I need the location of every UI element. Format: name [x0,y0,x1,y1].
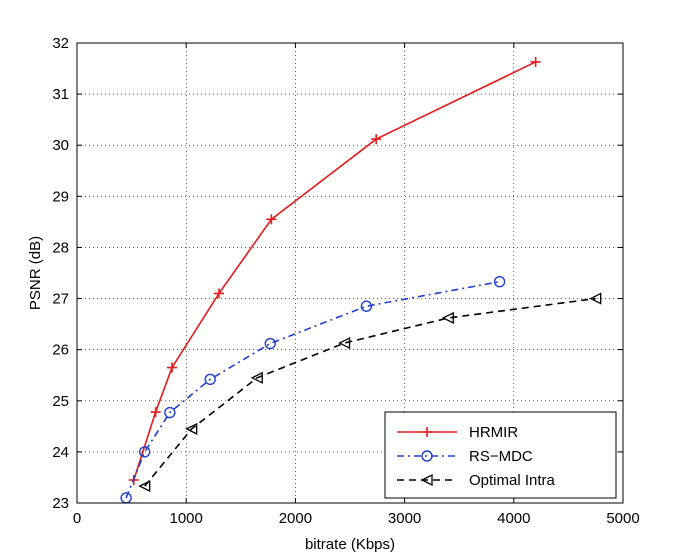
data-point [164,406,176,419]
series-layer [120,56,602,504]
data-point [441,311,454,325]
legend-entry: Optimal Intra [397,472,556,489]
data-point [204,373,216,386]
x-tick-label: 5000 [606,510,639,527]
x-tick-label: 0 [73,510,81,527]
data-point [266,214,277,225]
data-point [338,336,351,350]
legend-marker [420,473,433,487]
data-point [139,446,151,458]
y-tick-label: 27 [52,291,69,308]
data-point [167,362,178,373]
y-tick-label: 28 [52,239,69,256]
data-point [150,407,161,418]
series-line [125,280,500,499]
y-tick-label: 23 [52,495,69,512]
grid-lines [77,43,623,503]
data-point [213,288,224,299]
legend: HRMIR RS−MDC Optimal Intra [384,411,617,499]
x-axis-label: bitrate (Kbps) [305,536,395,553]
x-tick-label: 3000 [388,510,421,527]
legend-entry: HRMIR [397,424,518,441]
data-point [250,371,263,384]
series-0 [128,56,541,485]
legend-entry: RS−MDC [397,448,533,465]
data-point [589,292,602,305]
y-tick-label: 25 [52,393,69,410]
y-tick-label: 24 [52,444,69,461]
data-point [185,422,198,435]
plot-frame [76,42,624,504]
legend-marker [422,427,432,437]
data-point [360,300,373,312]
legend-label: Optimal Intra [469,472,556,489]
legend-label: HRMIR [469,424,518,441]
series-line [144,297,596,487]
y-axis-label: PSNR (dB) [27,236,44,310]
y-tick-label: 26 [52,342,69,359]
axis-ticks: 0 1000 2000 3000 4000 5000 23 24 25 26 27 28 29 30 31 3… [52,35,639,527]
x-tick-label: 1000 [170,510,203,527]
data-point [530,56,541,67]
x-tick-label: 4000 [497,510,530,527]
legend-label: RS−MDC [469,448,533,465]
series-1 [120,275,506,504]
data-point [264,337,276,350]
legend-box [384,411,617,499]
y-tick-label: 32 [52,35,69,52]
legend-marker [421,450,433,462]
data-point [138,480,151,493]
data-point [371,134,382,145]
y-tick-label: 31 [52,86,69,103]
y-tick-label: 30 [52,137,69,154]
y-tick-label: 29 [52,188,69,205]
data-point [493,275,506,288]
series-2 [138,292,602,493]
x-tick-label: 2000 [279,510,312,527]
